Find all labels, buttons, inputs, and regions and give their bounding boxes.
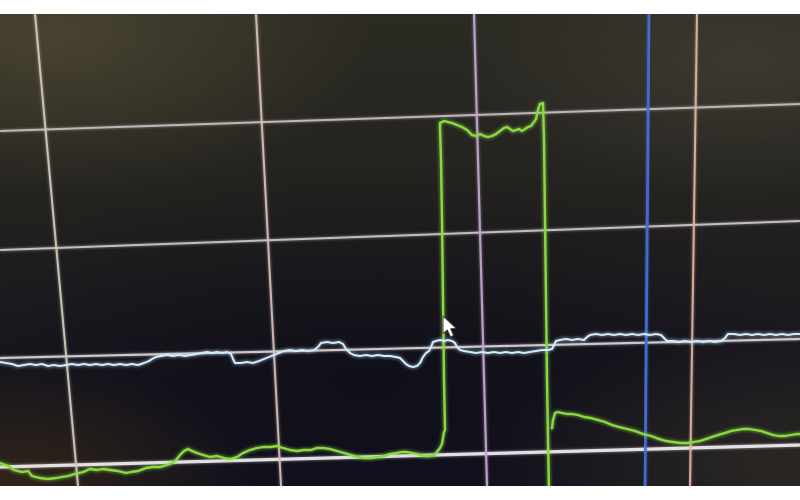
screen-photo bbox=[0, 14, 800, 486]
plot-area bbox=[0, 14, 800, 486]
blue-signal bbox=[0, 333, 800, 368]
v-grid-3 bbox=[472, 14, 489, 486]
green-signal-segment-1 bbox=[0, 101, 551, 486]
green-signal-segment-2 bbox=[550, 410, 800, 445]
v-grid-1 bbox=[34, 14, 79, 486]
green-signal-glow bbox=[0, 100, 552, 486]
v-grid-4 bbox=[689, 14, 698, 486]
v-grid-2 bbox=[255, 14, 282, 486]
marker-line-blue bbox=[643, 14, 651, 486]
h-grid-2 bbox=[0, 220, 800, 251]
bottom-white-band bbox=[0, 486, 800, 500]
h-grid-1 bbox=[0, 103, 800, 132]
blue-signal-glow bbox=[0, 331, 800, 370]
mouse-cursor bbox=[442, 315, 457, 338]
top-white-band bbox=[0, 0, 800, 14]
h-grid-4 bbox=[0, 443, 800, 469]
